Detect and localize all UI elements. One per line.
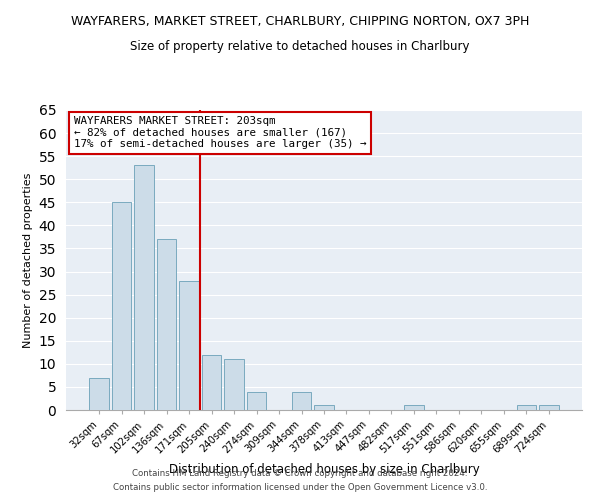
Bar [112, 202, 131, 410]
Bar [247, 392, 266, 410]
Text: WAYFARERS, MARKET STREET, CHARLBURY, CHIPPING NORTON, OX7 3PH: WAYFARERS, MARKET STREET, CHARLBURY, CHI… [71, 15, 529, 28]
Text: Size of property relative to detached houses in Charlbury: Size of property relative to detached ho… [130, 40, 470, 53]
Text: Contains public sector information licensed under the Open Government Licence v3: Contains public sector information licen… [113, 484, 487, 492]
Bar [517, 406, 536, 410]
Y-axis label: Number of detached properties: Number of detached properties [23, 172, 33, 348]
Bar [404, 406, 424, 410]
Bar [202, 354, 221, 410]
Text: Contains HM Land Registry data © Crown copyright and database right 2024.: Contains HM Land Registry data © Crown c… [132, 468, 468, 477]
X-axis label: Distribution of detached houses by size in Charlbury: Distribution of detached houses by size … [169, 463, 479, 476]
Text: WAYFARERS MARKET STREET: 203sqm
← 82% of detached houses are smaller (167)
17% o: WAYFARERS MARKET STREET: 203sqm ← 82% of… [74, 116, 366, 149]
Bar [89, 378, 109, 410]
Bar [179, 281, 199, 410]
Bar [314, 406, 334, 410]
Bar [224, 359, 244, 410]
Bar [134, 166, 154, 410]
Bar [157, 239, 176, 410]
Bar [539, 406, 559, 410]
Bar [292, 392, 311, 410]
